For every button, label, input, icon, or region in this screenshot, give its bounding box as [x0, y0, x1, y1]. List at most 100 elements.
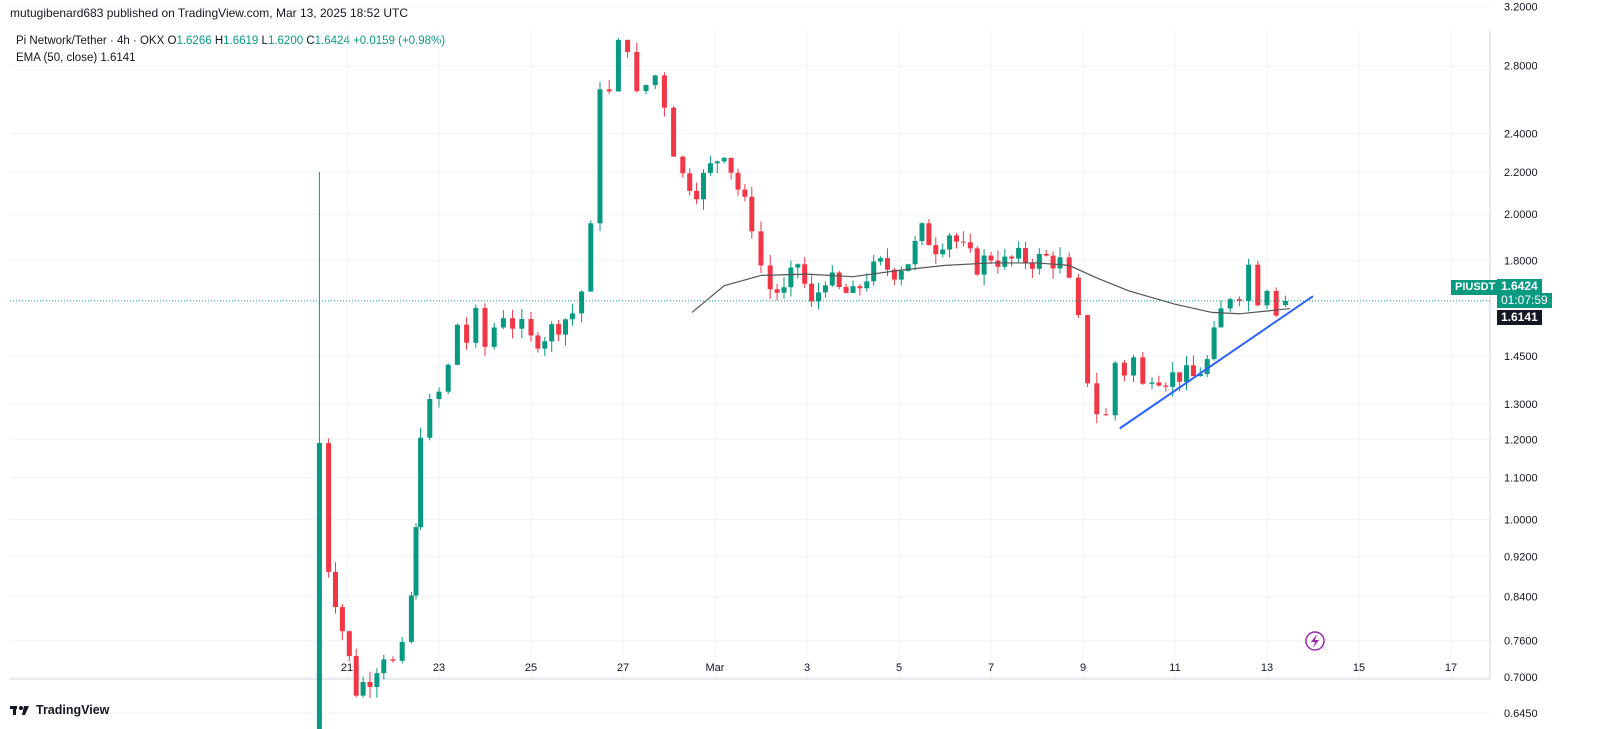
price-tick-label: 0.6450	[1504, 708, 1538, 720]
candle-body	[1246, 264, 1252, 301]
candle	[1121, 360, 1127, 382]
time-tick-label: 17	[1445, 662, 1457, 674]
candle	[758, 221, 764, 273]
symbol-name[interactable]: Pi Network/Tether · 4h · OKX	[16, 35, 165, 47]
candle-body	[926, 223, 932, 246]
candle-body	[473, 308, 479, 343]
candle	[850, 280, 856, 294]
candles-layer	[316, 38, 1288, 729]
candle	[1002, 248, 1008, 270]
candle-body	[1036, 253, 1042, 269]
time-tick-label: 15	[1353, 662, 1365, 674]
candle	[528, 312, 534, 342]
candle-body	[981, 255, 987, 275]
candle	[1170, 361, 1176, 397]
candle-body	[464, 324, 470, 343]
candle	[510, 309, 516, 339]
candle-body	[721, 157, 727, 162]
candle-body	[374, 673, 380, 688]
candle	[339, 603, 345, 640]
candle-body	[898, 270, 904, 280]
candle	[1236, 296, 1242, 307]
candle-body	[947, 235, 953, 250]
candle-body	[643, 85, 649, 92]
price-tick-label: 1.4500	[1504, 351, 1538, 363]
candle-body	[1149, 382, 1155, 384]
price-tick-label: 1.3000	[1504, 399, 1538, 411]
candle	[905, 263, 911, 272]
candle	[933, 237, 939, 264]
candle	[749, 186, 755, 239]
candle-body	[788, 267, 794, 288]
price-axis: 3.2000 2.8000 2.4000 2.2000 2.0000 1.8000 1.45…	[1504, 2, 1538, 720]
candle-body	[822, 285, 828, 293]
time-tick-label: 25	[525, 662, 537, 674]
candle	[1163, 382, 1169, 392]
time-tick-label: 7	[988, 662, 994, 674]
candle-body	[1156, 382, 1162, 386]
change-value: +0.0159 (+0.98%)	[353, 35, 446, 47]
candle-body	[1066, 257, 1072, 278]
candle-body	[1184, 365, 1189, 382]
candle	[1112, 361, 1118, 421]
candle-body	[625, 39, 631, 52]
candle-body	[742, 189, 748, 197]
candle-body	[408, 595, 414, 642]
footer-brand[interactable]: TradingView	[10, 703, 109, 717]
candle-body	[652, 75, 658, 86]
price-tick-label: 1.1000	[1504, 473, 1538, 485]
candle-body	[1163, 385, 1169, 387]
candle	[381, 654, 387, 680]
high-value: 1.6619	[223, 35, 259, 47]
candle-body	[671, 107, 677, 157]
candle	[413, 523, 419, 600]
candle-body	[967, 242, 973, 249]
candle-body	[1009, 256, 1015, 259]
ohlc-legend-row: Pi Network/Tether · 4h · OKX O1.6266 H1.…	[16, 33, 445, 50]
candle-body	[1043, 253, 1049, 256]
countdown-tag: 01:07:59	[1497, 293, 1552, 308]
candle-body	[1131, 357, 1137, 376]
candle	[367, 671, 373, 698]
time-tick-label: 13	[1261, 662, 1273, 674]
candle-body	[510, 318, 516, 329]
time-axis: 21 23 25 27 Mar 3 5 7 9 11 13 15 17	[341, 662, 1457, 674]
candle	[795, 263, 801, 279]
low-label: L	[261, 35, 268, 47]
ema-value: 1.6141	[100, 52, 136, 64]
candle	[374, 668, 380, 698]
candle-body	[701, 172, 706, 200]
candle	[947, 232, 953, 258]
published-by-line: mutugibenard683 published on TradingView…	[10, 6, 409, 20]
candle-body	[885, 258, 890, 270]
candle-body	[843, 287, 849, 293]
candle-body	[1023, 247, 1028, 263]
trendline	[1119, 295, 1314, 430]
candle	[1227, 297, 1233, 313]
candle	[454, 323, 460, 366]
price-tick-label: 0.8400	[1504, 592, 1538, 604]
candle	[940, 243, 946, 258]
candle-body	[445, 364, 451, 392]
price-tick-label: 0.7000	[1504, 672, 1538, 684]
candle	[625, 39, 631, 58]
candle	[714, 160, 720, 174]
candle	[802, 257, 808, 289]
ema-legend-row[interactable]: EMA (50, close) 1.6141	[16, 50, 445, 67]
time-tick-label: 23	[433, 662, 445, 674]
time-tick-label: 5	[896, 662, 902, 674]
candle-body	[1204, 359, 1210, 375]
candle-body	[1273, 291, 1279, 316]
candle	[967, 233, 973, 253]
candle	[535, 331, 541, 353]
candle-body	[988, 255, 994, 261]
candle	[742, 183, 748, 202]
candle	[926, 218, 932, 246]
lightning-icon[interactable]	[1305, 631, 1325, 651]
candle-body	[316, 442, 322, 729]
candle	[1016, 241, 1022, 263]
candle-body	[399, 641, 405, 661]
candle	[694, 182, 700, 205]
candle-body	[454, 324, 460, 365]
